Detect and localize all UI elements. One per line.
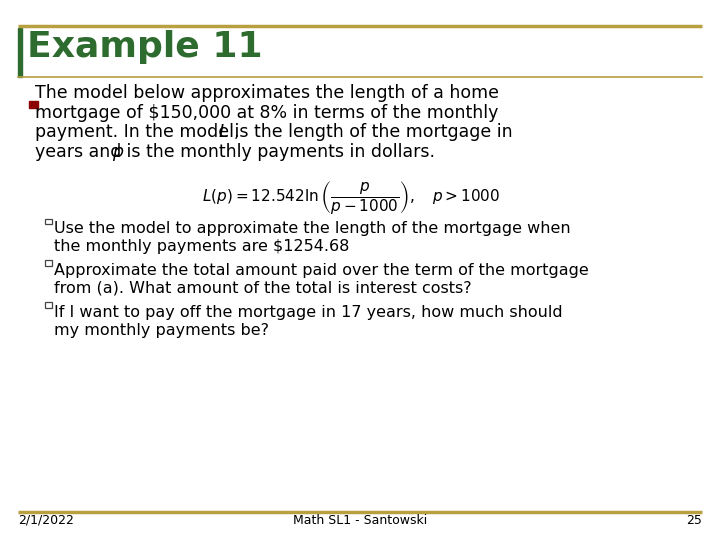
Text: Example 11: Example 11 <box>27 30 263 64</box>
Text: Approximate the total amount paid over the term of the mortgage: Approximate the total amount paid over t… <box>54 263 589 278</box>
Text: my monthly payments be?: my monthly payments be? <box>54 323 269 338</box>
Text: 2/1/2022: 2/1/2022 <box>18 514 74 526</box>
Text: years and: years and <box>35 143 127 160</box>
Text: The model below approximates the length of a home: The model below approximates the length … <box>35 84 498 102</box>
Text: payment. In the model,: payment. In the model, <box>35 123 245 141</box>
Bar <box>29 101 38 108</box>
Text: from (a). What amount of the total is interest costs?: from (a). What amount of the total is in… <box>54 281 472 296</box>
Text: $L(p) = 12.542\ln\left(\dfrac{p}{p-1000}\right),\quad p > 1000$: $L(p) = 12.542\ln\left(\dfrac{p}{p-1000}… <box>202 179 500 217</box>
Text: Use the model to approximate the length of the mortgage when: Use the model to approximate the length … <box>54 221 571 237</box>
Text: mortgage of $150,000 at 8% in terms of the monthly: mortgage of $150,000 at 8% in terms of t… <box>35 104 498 122</box>
Text: is the length of the mortgage in: is the length of the mortgage in <box>229 123 513 141</box>
Bar <box>45 219 52 224</box>
Text: Math SL1 - Santowski: Math SL1 - Santowski <box>293 514 427 526</box>
Text: 25: 25 <box>686 514 702 526</box>
Text: L: L <box>219 123 228 141</box>
Text: p: p <box>112 143 123 160</box>
Text: If I want to pay off the mortgage in 17 years, how much should: If I want to pay off the mortgage in 17 … <box>54 305 562 320</box>
Text: is the monthly payments in dollars.: is the monthly payments in dollars. <box>121 143 435 160</box>
Bar <box>18 28 22 77</box>
Text: the monthly payments are $1254.68: the monthly payments are $1254.68 <box>54 239 349 254</box>
Bar <box>45 302 52 308</box>
Bar <box>45 260 52 266</box>
